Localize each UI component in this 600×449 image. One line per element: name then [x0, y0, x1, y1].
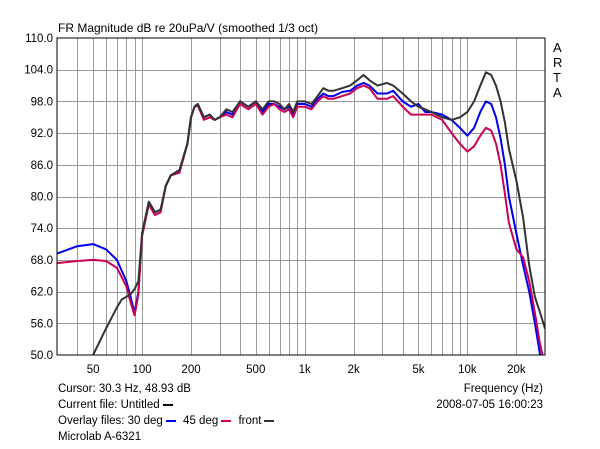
y-tick-label: 50.0	[31, 350, 53, 362]
y-tick-label: 98.0	[31, 96, 53, 108]
measurement-name: Microlab A-6321	[58, 431, 142, 443]
y-tick-label: 80.0	[31, 192, 53, 204]
legend-swatch-front	[264, 419, 275, 422]
x-tick-label: 1k	[299, 364, 311, 376]
y-tick-label: 62.0	[31, 287, 53, 299]
cursor-readout: Cursor: 30.3 Hz, 48.93 dB	[58, 383, 191, 395]
y-tick-label: 56.0	[31, 318, 53, 330]
y-tick-labels: 110.0 104.0 98.0 92.0 86.0 80.0 74.0 68.0 62.0 56…	[24, 33, 53, 362]
x-tick-label: 10k	[458, 364, 477, 376]
brand-letter: R	[553, 55, 562, 70]
x-tick-label: 100	[132, 364, 151, 376]
series-lines	[57, 71, 545, 355]
brand-letter: T	[553, 70, 561, 85]
x-axis-label: Frequency (Hz)	[463, 383, 543, 395]
overlay-45deg-label: 45 deg	[183, 415, 219, 427]
overlay-label: Overlay files: 30 deg	[58, 415, 163, 427]
current-file-line: Current file: Untitled	[58, 398, 177, 412]
series-line-front	[91, 71, 545, 355]
overlay-front-label: front	[238, 415, 262, 427]
x-tick-label: 5k	[412, 364, 424, 376]
legend-swatch-30deg	[165, 419, 176, 422]
brand-letter: A	[553, 85, 562, 100]
legend-swatch-45deg	[221, 419, 232, 422]
x-tick-label: 500	[246, 364, 265, 376]
vertical-gridlines	[77, 38, 517, 355]
y-tick-label: 92.0	[31, 128, 53, 140]
x-tick-labels: 50 100 200 500 1k 2k 5k 10k 20k	[87, 364, 526, 376]
plot-frame	[56, 37, 546, 356]
chart-title: FR Magnitude dB re 20uPa/V (smoothed 1/3…	[58, 21, 318, 35]
y-tick-label: 68.0	[31, 255, 53, 267]
horizontal-gridlines	[57, 70, 545, 324]
overlay-files-line: Overlay files: 30 deg 45 deg front	[58, 414, 278, 428]
y-tick-label: 74.0	[31, 223, 53, 235]
x-tick-label: 50	[87, 364, 100, 376]
current-file-swatch	[162, 403, 173, 406]
current-file-text: Current file: Untitled	[58, 399, 160, 411]
datetime-stamp: 2008-07-05 16:00:23	[436, 399, 543, 411]
x-tick-label: 200	[181, 364, 200, 376]
series-line-30-deg	[57, 81, 542, 355]
y-tick-label: 104.0	[24, 65, 53, 77]
x-tick-label: 20k	[507, 364, 526, 376]
x-tick-label: 2k	[348, 364, 360, 376]
y-tick-label: 86.0	[31, 160, 53, 172]
brand-letter: A	[553, 40, 562, 55]
y-tick-label: 110.0	[25, 33, 53, 45]
